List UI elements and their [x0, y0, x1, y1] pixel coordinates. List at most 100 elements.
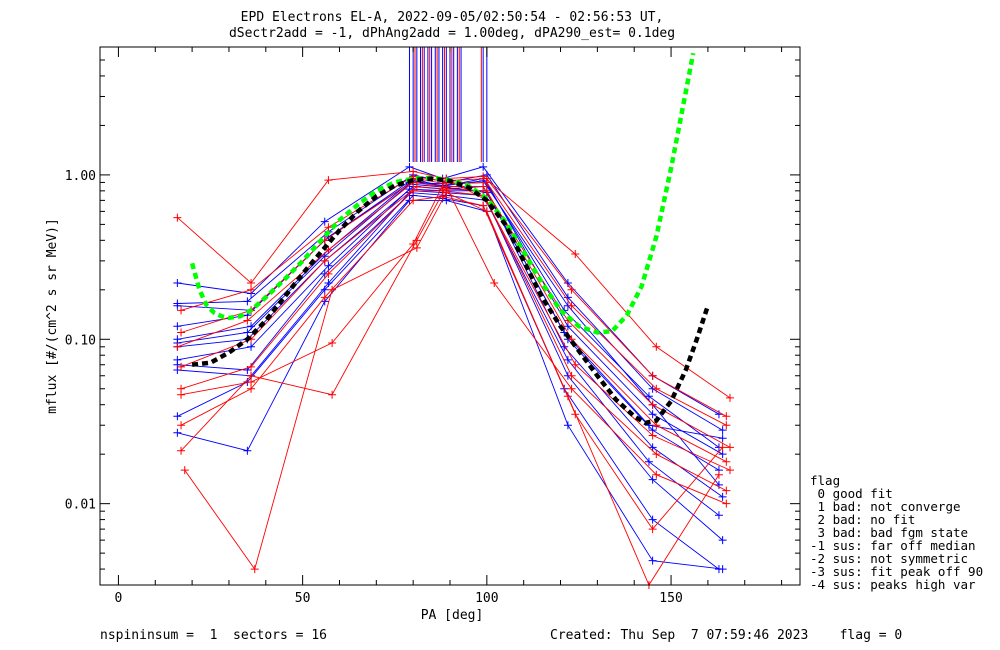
blue-series-point — [243, 297, 252, 306]
red-series-point — [652, 470, 661, 479]
chart-title-line1: EPD Electrons EL-A, 2022-09-05/02:50:54 … — [241, 10, 664, 25]
blue-series-point — [644, 392, 653, 401]
blue-series-line — [177, 183, 723, 439]
red-series-line — [180, 190, 731, 471]
red-series-point — [173, 213, 182, 222]
red-series-line — [177, 181, 731, 448]
axis-tick-labels: 0 50 100 150 0.01 0.10 1.00 — [65, 169, 683, 606]
blue-series-point — [324, 261, 333, 270]
red-series-point — [648, 371, 657, 380]
red-series-point — [490, 278, 499, 287]
blue-series-point — [718, 426, 727, 435]
blue-series-point — [648, 443, 657, 452]
red-series-point — [648, 400, 657, 409]
red-series-point — [442, 188, 451, 197]
y-axis-label: mflux [#/(cm^2 s sr MeV)] — [45, 218, 60, 414]
blue-series-point — [718, 450, 727, 459]
red-series-point — [726, 443, 734, 452]
red-series-point — [726, 466, 734, 475]
blue-series-point — [173, 301, 182, 310]
legend-item: 2 bad: no fit — [810, 512, 916, 527]
red-series-point — [722, 486, 731, 495]
x-axis-label: PA [deg] — [421, 608, 484, 623]
blue-series-point — [718, 536, 727, 545]
blue-series-point — [648, 556, 657, 565]
blue-series-line — [177, 192, 723, 541]
red-series-point — [567, 301, 576, 310]
red-series-point — [243, 316, 252, 325]
x-tick-label: 0 — [115, 591, 123, 606]
red-series-line — [180, 178, 727, 426]
footer-created-info: Created: Thu Sep 7 07:59:46 2023 flag = … — [550, 628, 903, 643]
red-series-point — [722, 421, 731, 430]
red-series-point — [320, 293, 329, 302]
red-series-point — [180, 466, 189, 475]
blue-series-point — [173, 322, 182, 331]
blue-series-point — [648, 410, 657, 419]
legend-item: -3 sus: fit peak off 90 — [810, 564, 984, 579]
blue-series-line — [177, 166, 720, 415]
red-series-point — [177, 328, 186, 337]
red-series-point — [412, 182, 421, 191]
legend-item: -2 sus: not symmetric — [810, 551, 969, 566]
red-series-point — [177, 421, 186, 430]
red-series-point — [722, 457, 731, 466]
red-series-point — [438, 192, 447, 201]
red-series-point — [482, 186, 491, 195]
blue-series-point — [173, 428, 182, 437]
red-series-point — [409, 186, 418, 195]
blue-series-point — [648, 515, 657, 524]
blue-series-point — [714, 511, 723, 520]
red-series-point — [648, 525, 657, 534]
blue-series-line — [177, 180, 720, 486]
x-tick-label: 100 — [475, 591, 498, 606]
y-tick-label: 1.00 — [65, 169, 96, 184]
blue-series-line — [177, 188, 723, 498]
red-series-point — [328, 390, 337, 399]
legend-item: -4 sus: peaks high var — [810, 577, 976, 592]
red-series-point — [722, 499, 731, 508]
legend-item: 0 good fit — [810, 486, 893, 501]
red-series-point — [726, 393, 734, 402]
red-series-point — [479, 182, 488, 191]
red-series-point — [412, 243, 421, 252]
red-series-point — [652, 450, 661, 459]
red-series-point — [482, 178, 491, 187]
blue-series-point — [644, 457, 653, 466]
red-series-point — [571, 360, 580, 369]
blue-series-point — [718, 434, 727, 443]
blue-series-point — [405, 162, 414, 171]
red-series-point — [563, 392, 572, 401]
red-series-point — [652, 342, 661, 351]
red-series-point — [479, 201, 488, 210]
blue-series-point — [320, 285, 329, 294]
blue-series-point — [247, 342, 256, 351]
x-tick-label: 150 — [659, 591, 682, 606]
red-series-point — [247, 371, 256, 380]
blue-series-point — [173, 412, 182, 421]
red-series-point — [567, 371, 576, 380]
red-series-point — [320, 256, 329, 265]
vertical-spikes — [408, 47, 488, 162]
fit-curves — [189, 52, 711, 426]
red-series-point — [409, 196, 418, 205]
blue-series-point — [648, 475, 657, 484]
red-series-point — [571, 250, 580, 259]
footer-sector-info: nspininsum = 1 sectors = 16 — [100, 628, 327, 643]
blue-series-point — [173, 278, 182, 287]
red-series-point — [328, 338, 337, 347]
y-tick-label: 0.10 — [65, 333, 96, 348]
flag-legend: flag 0 good fit 1 bad: not converge 2 ba… — [810, 474, 983, 591]
red-series-line — [184, 192, 723, 571]
blue-series-point — [718, 492, 727, 501]
legend-item: -1 sus: far off median — [810, 538, 976, 553]
red-series-point — [247, 384, 256, 393]
y-tick-label: 0.01 — [65, 498, 96, 513]
red-series-point — [177, 446, 186, 455]
red-series-point — [247, 362, 256, 371]
legend-item: 1 bad: not converge — [810, 499, 961, 514]
red-series-point — [648, 431, 657, 440]
blue-series-line — [177, 181, 723, 455]
red-series-point — [177, 390, 186, 399]
blue-series-line — [177, 190, 720, 516]
